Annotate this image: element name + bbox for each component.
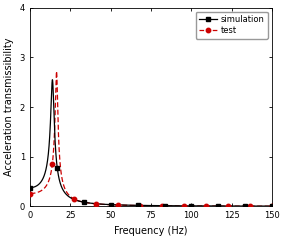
Y-axis label: Acceleration transmissibility: Acceleration transmissibility [4,38,14,176]
Legend: simulation, test: simulation, test [196,12,268,39]
X-axis label: Frequency (Hz): Frequency (Hz) [114,226,188,236]
